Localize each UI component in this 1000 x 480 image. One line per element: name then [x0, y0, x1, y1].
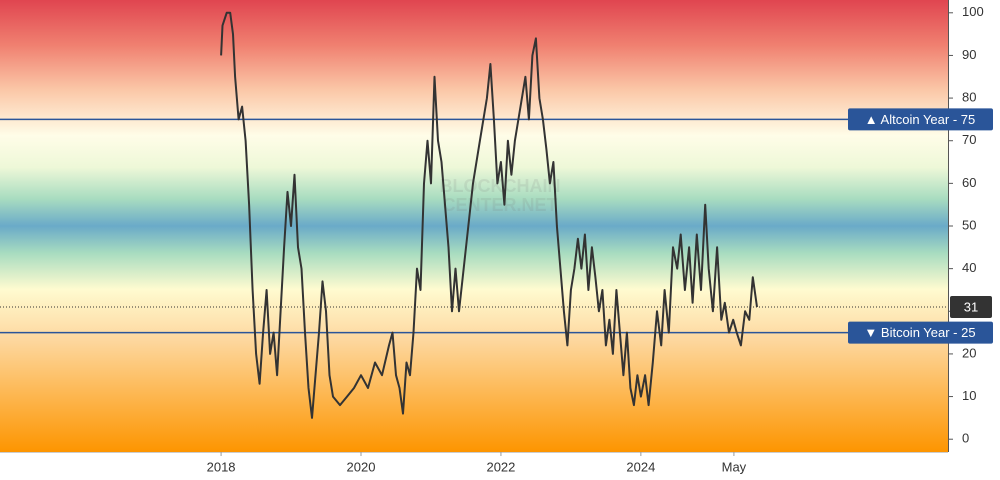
reference-label: ▼ Bitcoin Year - 25	[864, 325, 975, 340]
y-tick-label: 10	[962, 388, 976, 403]
watermark: CENTER.NET	[442, 195, 557, 215]
y-tick-label: 20	[962, 345, 976, 360]
y-tick-label: 40	[962, 260, 976, 275]
reference-label: ▲ Altcoin Year - 75	[865, 112, 975, 127]
watermark: BLOCKCHAIN	[440, 176, 561, 196]
y-tick-label: 90	[962, 47, 976, 62]
plot-background	[0, 0, 948, 452]
y-tick-label: 60	[962, 175, 976, 190]
x-tick-label: 2022	[486, 459, 515, 474]
reference-label-box	[848, 321, 993, 344]
y-tick-label: 0	[962, 431, 969, 446]
x-tick-label: 2024	[626, 459, 655, 474]
x-tick-label: 2020	[347, 459, 376, 474]
data-line	[220, 11, 758, 419]
last-value-label: 31	[964, 299, 978, 314]
y-tick-label: 80	[962, 90, 976, 105]
x-tick-label: May	[722, 459, 747, 474]
y-tick-label: 70	[962, 132, 976, 147]
reference-label-box	[848, 108, 993, 131]
last-value-box	[950, 296, 992, 319]
x-tick-label: 2018	[207, 459, 236, 474]
y-tick-label: 50	[962, 217, 976, 232]
y-tick-label: 100	[962, 4, 984, 19]
